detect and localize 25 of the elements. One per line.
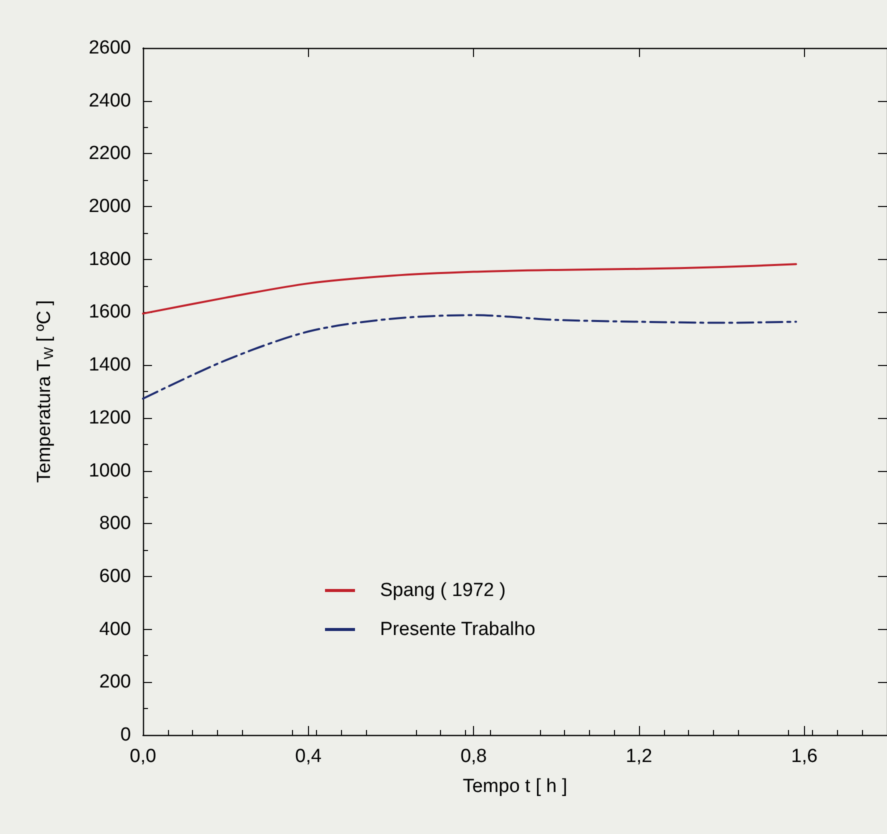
y-tick-label: 1800 [88,248,131,270]
y-tick-label: 2200 [88,143,131,164]
y-tick-label: 2400 [88,90,131,112]
x-tick-label: 0,4 [295,746,322,767]
y-tick-label: 1600 [88,302,131,323]
y-tick-label: 400 [99,618,131,640]
y-tick-label: 2000 [88,196,131,218]
x-tick-label: 1,2 [626,746,652,767]
y-tick-label: 200 [99,672,131,693]
x-tick-label: 0,0 [130,746,156,767]
y-tick-label: 2600 [88,38,131,58]
line-series [142,314,798,400]
y-tick-label: 0 [120,724,131,746]
y-axis-title: Temperatura TW [ ºC ] [34,300,56,483]
x-axis-title: Tempo t [ h ] [462,776,568,797]
line-series [142,263,798,315]
x-tick-label: 0,8 [460,746,487,767]
legend-label: Presente Trabalho [380,619,536,640]
legend-label: Spang ( 1972 ) [380,580,506,601]
y-tick-label: 600 [99,566,131,587]
x-tick-label: 1,6 [791,746,818,767]
y-tick-label: 1400 [88,354,131,376]
y-tick-label: 1000 [88,460,131,482]
y-tick-label: 1200 [88,407,131,428]
y-tick-label: 800 [99,513,131,534]
